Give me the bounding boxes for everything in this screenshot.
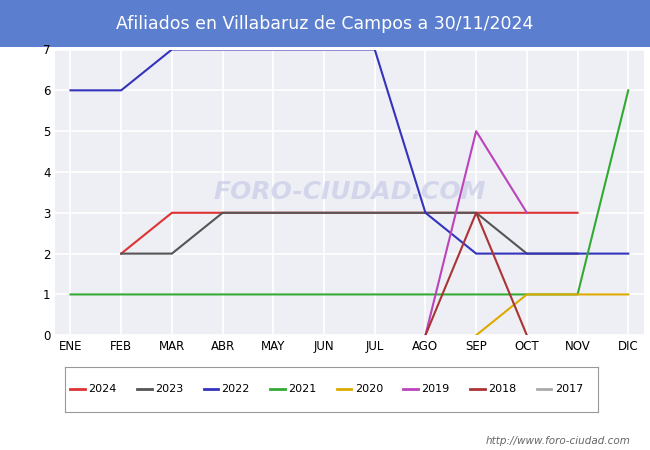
Text: 2017: 2017	[554, 384, 583, 394]
Text: 2021: 2021	[288, 384, 317, 394]
Text: 2023: 2023	[155, 384, 183, 394]
Text: FORO-CIUDAD.COM: FORO-CIUDAD.COM	[213, 180, 486, 204]
Text: 2018: 2018	[488, 384, 516, 394]
Text: 2022: 2022	[222, 384, 250, 394]
Text: 2019: 2019	[421, 384, 450, 394]
Text: http://www.foro-ciudad.com: http://www.foro-ciudad.com	[486, 436, 630, 446]
Text: Afiliados en Villabaruz de Campos a 30/11/2024: Afiliados en Villabaruz de Campos a 30/1…	[116, 14, 534, 33]
Text: 2020: 2020	[355, 384, 383, 394]
Text: 2024: 2024	[88, 384, 117, 394]
